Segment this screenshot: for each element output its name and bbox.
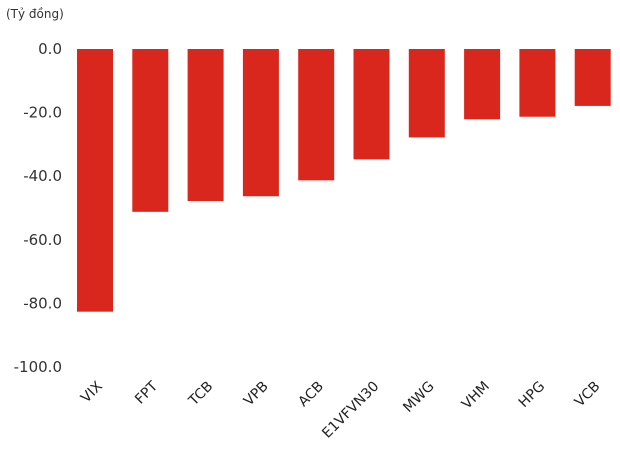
y-tick-label: -60.0 [23, 231, 62, 249]
bar-vix [77, 49, 113, 312]
x-tick-label: VIX [78, 378, 106, 406]
bar-vcb [574, 49, 611, 106]
bar-hpg [519, 49, 556, 117]
x-tick-label: TCB [185, 379, 216, 410]
x-tick-label: HPG [516, 379, 548, 411]
bar-fpt [132, 49, 169, 212]
x-tick-label: VCB [572, 379, 604, 411]
y-tick-label: -80.0 [23, 294, 62, 312]
bar-e1vfvn30 [353, 49, 390, 160]
bars [77, 49, 611, 312]
x-tick-label: ACB [295, 379, 327, 411]
x-tick-label: E1VFVN30 [319, 379, 382, 442]
bar-acb [298, 49, 335, 181]
x-tick-label: VPB [241, 379, 272, 410]
x-tick-label: VHM [459, 379, 493, 413]
bar-vpb [242, 49, 279, 197]
bar-vhm [464, 49, 501, 120]
y-axis: 0.0 -20.0 -40.0 -60.0 -80.0 -100.0 [14, 40, 62, 376]
bar-tcb [187, 49, 224, 202]
y-tick-label: -20.0 [23, 104, 62, 122]
unit-label: (Tỷ đồng) [6, 7, 64, 21]
y-tick-label: -40.0 [23, 167, 62, 185]
y-tick-label: -100.0 [14, 358, 62, 376]
x-tick-label: FPT [132, 378, 161, 407]
bar-mwg [408, 49, 445, 138]
y-tick-label: 0.0 [38, 40, 62, 58]
x-tick-label: MWG [400, 379, 437, 416]
